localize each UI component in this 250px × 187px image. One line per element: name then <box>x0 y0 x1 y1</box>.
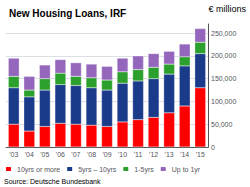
svg-text:'08: '08 <box>87 151 96 158</box>
svg-text:'07: '07 <box>71 151 80 158</box>
svg-text:1-5yrs: 1-5yrs <box>134 166 154 174</box>
svg-text:'12: '12 <box>149 151 158 158</box>
svg-text:50,000: 50,000 <box>211 121 233 128</box>
svg-text:'05: '05 <box>40 151 49 158</box>
svg-text:€ millions: € millions <box>208 4 246 14</box>
svg-text:New Housing Loans, IRF: New Housing Loans, IRF <box>9 8 126 19</box>
svg-text:150,000: 150,000 <box>211 75 236 82</box>
svg-text:Up to 1yr: Up to 1yr <box>172 166 201 174</box>
svg-text:'06: '06 <box>56 151 65 158</box>
svg-text:Source: Deutsche Bundesbank: Source: Deutsche Bundesbank <box>4 178 101 185</box>
svg-text:'15: '15 <box>196 151 205 158</box>
svg-text:'04: '04 <box>25 151 34 158</box>
svg-text:'10: '10 <box>118 151 127 158</box>
svg-text:'09: '09 <box>102 151 111 158</box>
svg-text:250,000: 250,000 <box>211 30 236 37</box>
svg-text:100,000: 100,000 <box>211 98 236 105</box>
svg-text:'11: '11 <box>134 151 143 158</box>
svg-text:5yrs – 10yrs: 5yrs – 10yrs <box>78 166 117 174</box>
svg-text:'13: '13 <box>165 151 174 158</box>
svg-text:10yrs or more: 10yrs or more <box>17 166 60 174</box>
svg-text:200,000: 200,000 <box>211 52 236 59</box>
svg-text:0: 0 <box>211 144 215 151</box>
svg-text:'03: '03 <box>9 151 18 158</box>
svg-text:'14: '14 <box>180 151 189 158</box>
